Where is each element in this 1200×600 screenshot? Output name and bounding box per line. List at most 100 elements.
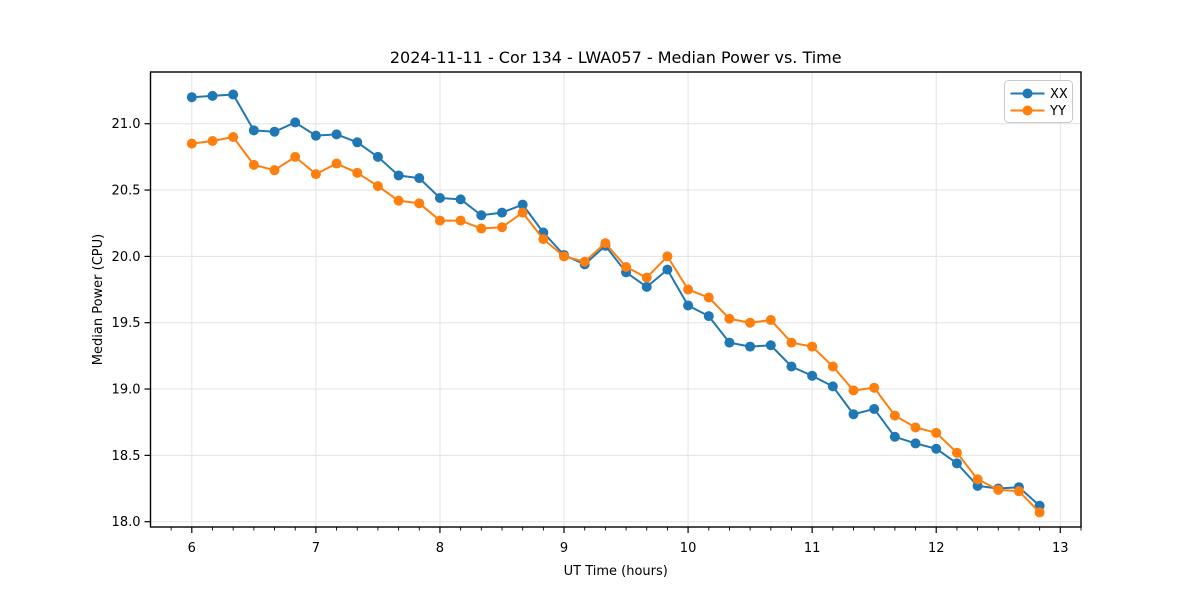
series-xx-marker	[352, 137, 363, 148]
series-yy-marker	[579, 256, 590, 267]
series-xx-marker	[910, 438, 921, 449]
axes-box	[149, 71, 1082, 528]
series-xx-marker	[331, 129, 342, 140]
series-yy-marker	[683, 284, 694, 295]
series-xx-marker	[269, 126, 280, 137]
series-xx-marker	[786, 361, 797, 372]
series-yy-line	[190, 136, 1041, 514]
y-tick-label: 18.0	[112, 515, 141, 530]
tick-layer	[144, 123, 1082, 533]
series-xx-marker	[248, 125, 259, 136]
legend-label-yy: YY	[1049, 104, 1066, 119]
series-xx-marker	[228, 89, 239, 100]
series-xx-marker	[745, 341, 756, 352]
series-xx-marker	[207, 90, 218, 101]
x-tick-label: 9	[560, 541, 568, 556]
series-xx-marker	[641, 281, 652, 292]
series-yy-marker	[496, 222, 507, 233]
series-yy-marker	[600, 238, 611, 249]
series-yy-marker	[993, 484, 1004, 495]
series-yy-marker	[972, 474, 983, 485]
y-axis-label: Median Power (CPU)	[91, 234, 106, 365]
series-yy-marker	[290, 151, 301, 162]
series-yy-marker	[1034, 507, 1045, 518]
series-yy-marker	[765, 315, 776, 326]
series-yy-marker	[641, 272, 652, 283]
series-xx-marker	[455, 194, 466, 205]
series-xx-marker	[703, 311, 714, 322]
series-yy-marker	[186, 138, 197, 149]
series-xx-marker	[765, 340, 776, 351]
legend: XX YY	[1004, 80, 1073, 123]
series-xx-marker	[869, 403, 880, 414]
series-yy-marker	[724, 313, 735, 324]
series-xx-marker	[186, 92, 197, 103]
series-yy-marker	[869, 382, 880, 393]
x-tick-label: 7	[312, 541, 320, 556]
series-yy-marker	[269, 165, 280, 176]
series-xx-marker	[889, 431, 900, 442]
series-xx-marker	[310, 130, 321, 141]
x-tick-label: 13	[1052, 541, 1069, 556]
series-xx-marker	[414, 173, 425, 184]
series-xx-marker	[290, 117, 301, 128]
legend-marker-xx	[1022, 88, 1033, 99]
series-xx-marker	[476, 210, 487, 221]
series-xx-marker	[931, 443, 942, 454]
series-xx-marker	[393, 170, 404, 181]
series-xx-marker	[848, 409, 859, 420]
y-tick-label: 19.5	[112, 316, 141, 331]
series-yy-marker	[434, 215, 445, 226]
grid-layer	[150, 72, 1081, 527]
series-xx-marker	[807, 370, 818, 381]
y-tick-label: 19.0	[112, 383, 141, 398]
axes-spines	[149, 71, 1082, 528]
x-axis-label: UT Time (hours)	[564, 564, 668, 579]
y-tick-label: 21.0	[112, 117, 141, 132]
y-tick-label: 20.0	[112, 250, 141, 265]
legend-box	[1004, 80, 1073, 123]
series-yy-marker	[207, 135, 218, 146]
x-tick-label: 11	[804, 541, 821, 556]
series-xx-marker	[951, 458, 962, 469]
series-layer	[186, 89, 1045, 518]
series-yy-marker	[414, 198, 425, 209]
series-yy-marker	[848, 385, 859, 396]
series-yy-marker	[372, 181, 383, 192]
y-tick-label: 20.5	[112, 184, 141, 199]
series-yy-marker	[248, 159, 259, 170]
series-xx-marker	[827, 381, 838, 392]
series-yy-marker	[476, 223, 487, 234]
series-yy-marker	[352, 167, 363, 178]
series-xx-marker	[372, 151, 383, 162]
series-yy-marker	[621, 262, 632, 272]
series-yy-marker	[455, 215, 466, 226]
x-tick-label: 12	[928, 541, 945, 556]
legend-label-xx: XX	[1050, 87, 1068, 102]
series-xx-marker	[496, 207, 507, 218]
series-yy-marker	[559, 251, 570, 262]
series-xx-marker	[724, 337, 735, 348]
legend-marker-yy	[1022, 105, 1033, 116]
series-yy-marker	[1013, 486, 1024, 497]
series-xx-marker	[662, 264, 673, 275]
series-yy-marker	[331, 158, 342, 169]
series-yy-marker	[517, 207, 528, 218]
series-yy-marker	[310, 169, 321, 180]
x-tick-label: 6	[188, 541, 196, 556]
chart-title: 2024-11-11 - Cor 134 - LWA057 - Median P…	[390, 48, 842, 67]
series-xx-marker	[517, 199, 528, 210]
series-yy-marker	[807, 341, 818, 352]
y-tick-label: 18.5	[112, 449, 141, 464]
series-yy-marker	[703, 292, 714, 303]
series-yy-marker	[662, 251, 673, 262]
tick-label-layer: 6 7 8 9 10 11 12 13 18.0 18.5 19.0 19.5 20.0 20.5 21.0	[112, 117, 1069, 556]
series-yy-marker	[393, 195, 404, 206]
series-xx-marker	[434, 193, 445, 204]
series-yy-marker	[931, 427, 942, 438]
series-yy-marker	[538, 234, 549, 245]
series-yy-marker	[745, 317, 756, 328]
series-yy-marker	[951, 447, 962, 458]
x-tick-label: 10	[680, 541, 697, 556]
